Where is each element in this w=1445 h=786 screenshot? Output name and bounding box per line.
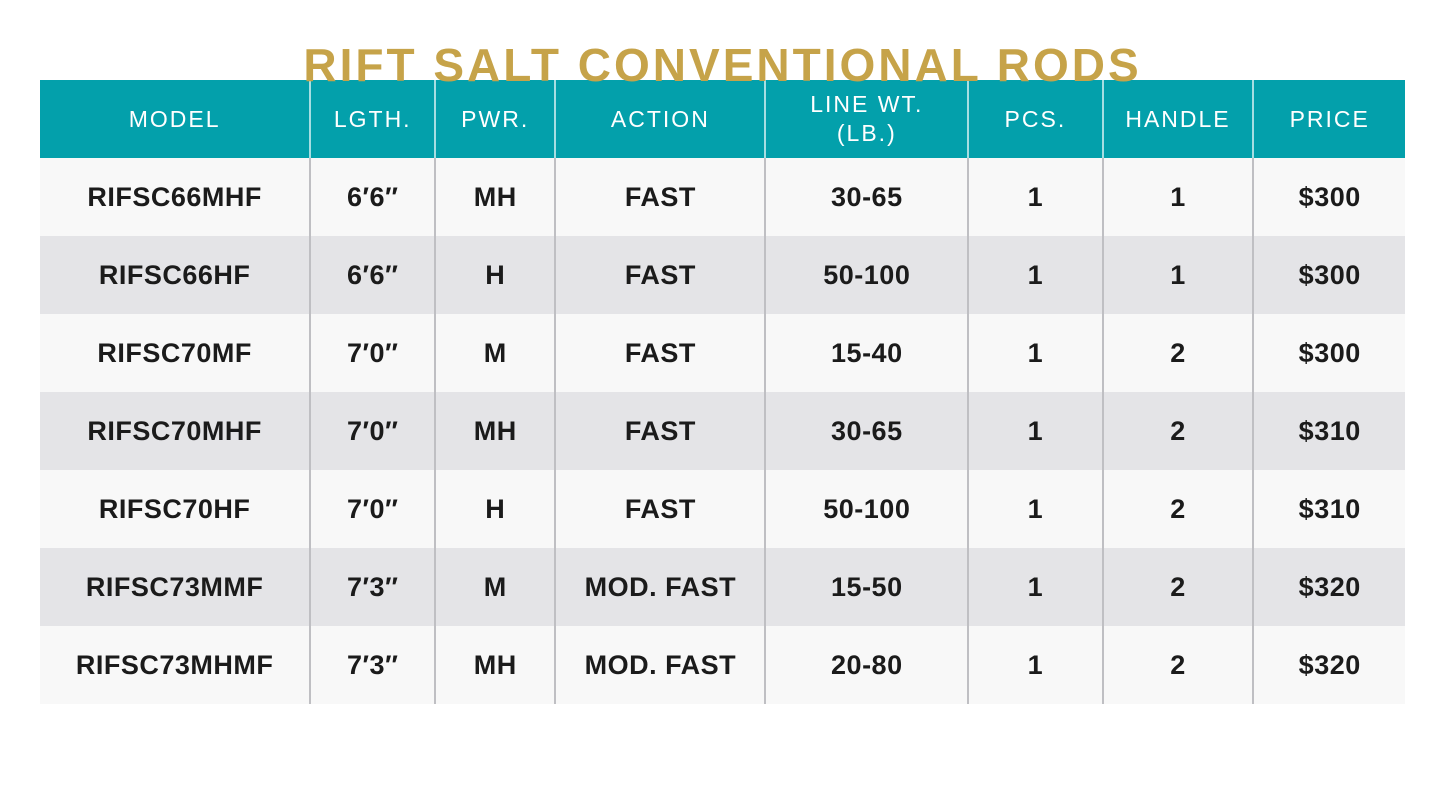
cell-pieces: 1 xyxy=(967,548,1103,626)
cell-pieces: 1 xyxy=(967,626,1103,704)
cell-power: MH xyxy=(434,626,556,704)
cell-model: RIFSC73MMF xyxy=(85,571,264,602)
col-header-power: PWR. xyxy=(434,80,556,158)
cell-price: $300 xyxy=(1252,314,1405,392)
cell-model: RIFSC66MHF xyxy=(87,181,262,212)
cell-length: 7′3″ xyxy=(309,548,436,626)
cell-length: 7′0″ xyxy=(309,314,436,392)
page-title: RIFT SALT CONVENTIONAL RODS xyxy=(303,39,1142,91)
cell-handle: 1 xyxy=(1101,158,1254,236)
col-header-model: MODEL xyxy=(40,80,311,158)
table-row: RIFSC66HF 6′6″ H FAST 50-100 1 1 $300 xyxy=(40,236,1405,314)
cell-pieces: 1 xyxy=(967,236,1103,314)
cell-line-weight: 15-40 xyxy=(764,314,969,392)
table-row: RIFSC73MHMF 7′3″ MH MOD. FAST 20-80 1 2 … xyxy=(40,626,1405,704)
table-header: MODEL LGTH. PWR. ACTION LINE WT. (LB.) P… xyxy=(40,80,1405,158)
cell-power: M xyxy=(434,314,556,392)
spec-table-container: MODEL LGTH. PWR. ACTION LINE WT. (LB.) P… xyxy=(40,80,1405,704)
cell-action: MOD. FAST xyxy=(554,626,766,704)
cell-price: $300 xyxy=(1252,158,1405,236)
rod-spec-table: MODEL LGTH. PWR. ACTION LINE WT. (LB.) P… xyxy=(40,80,1405,704)
cell-model: RIFSC70HF xyxy=(98,493,251,524)
col-header-pieces: PCS. xyxy=(967,80,1103,158)
col-header-length: LGTH. xyxy=(309,80,436,158)
cell-model: RIFSC70MF xyxy=(97,337,252,368)
table-row: RIFSC73MMF 7′3″ M MOD. FAST 15-50 1 2 $3… xyxy=(40,548,1405,626)
cell-line-weight: 20-80 xyxy=(764,626,969,704)
cell-handle: 1 xyxy=(1101,236,1254,314)
cell-handle: 2 xyxy=(1101,314,1254,392)
cell-action: FAST xyxy=(554,392,766,470)
col-header-action: ACTION xyxy=(554,80,766,158)
cell-pieces: 1 xyxy=(967,392,1103,470)
cell-power: H xyxy=(434,236,556,314)
cell-handle: 2 xyxy=(1101,470,1254,548)
cell-line-weight: 30-65 xyxy=(764,392,969,470)
cell-action: FAST xyxy=(554,314,766,392)
cell-power: MH xyxy=(434,392,556,470)
cell-handle: 2 xyxy=(1101,626,1254,704)
table-row: RIFSC70MHF 7′0″ MH FAST 30-65 1 2 $310 xyxy=(40,392,1405,470)
cell-line-weight: 30-65 xyxy=(764,158,969,236)
cell-action: MOD. FAST xyxy=(554,548,766,626)
table-row: RIFSC70MF 7′0″ M FAST 15-40 1 2 $300 xyxy=(40,314,1405,392)
cell-pieces: 1 xyxy=(967,314,1103,392)
cell-handle: 2 xyxy=(1101,392,1254,470)
table-body: RIFSC66MHF 6′6″ MH FAST 30-65 1 1 $300 R… xyxy=(40,158,1405,704)
col-header-line-weight: LINE WT. (LB.) xyxy=(764,80,969,158)
cell-length: 6′6″ xyxy=(309,158,436,236)
col-header-handle: HANDLE xyxy=(1101,80,1254,158)
cell-model: RIFSC73MHMF xyxy=(75,649,274,680)
cell-power: MH xyxy=(434,158,556,236)
cell-power: M xyxy=(434,548,556,626)
cell-length: 7′0″ xyxy=(309,392,436,470)
cell-model: RIFSC66HF xyxy=(98,259,251,290)
header-row: MODEL LGTH. PWR. ACTION LINE WT. (LB.) P… xyxy=(40,80,1405,158)
table-row: RIFSC70HF 7′0″ H FAST 50-100 1 2 $310 xyxy=(40,470,1405,548)
col-header-price: PRICE xyxy=(1252,80,1405,158)
cell-power: H xyxy=(434,470,556,548)
cell-line-weight: 50-100 xyxy=(764,470,969,548)
cell-line-weight: 50-100 xyxy=(764,236,969,314)
cell-length: 7′3″ xyxy=(309,626,436,704)
cell-price: $300 xyxy=(1252,236,1405,314)
cell-price: $320 xyxy=(1252,626,1405,704)
cell-action: FAST xyxy=(554,470,766,548)
cell-pieces: 1 xyxy=(967,470,1103,548)
cell-action: FAST xyxy=(554,236,766,314)
cell-price: $320 xyxy=(1252,548,1405,626)
cell-length: 6′6″ xyxy=(309,236,436,314)
cell-line-weight: 15-50 xyxy=(764,548,969,626)
cell-pieces: 1 xyxy=(967,158,1103,236)
cell-action: FAST xyxy=(554,158,766,236)
cell-handle: 2 xyxy=(1101,548,1254,626)
table-row: RIFSC66MHF 6′6″ MH FAST 30-65 1 1 $300 xyxy=(40,158,1405,236)
cell-price: $310 xyxy=(1252,470,1405,548)
cell-length: 7′0″ xyxy=(309,470,436,548)
cell-model: RIFSC70MHF xyxy=(87,415,262,446)
cell-price: $310 xyxy=(1252,392,1405,470)
